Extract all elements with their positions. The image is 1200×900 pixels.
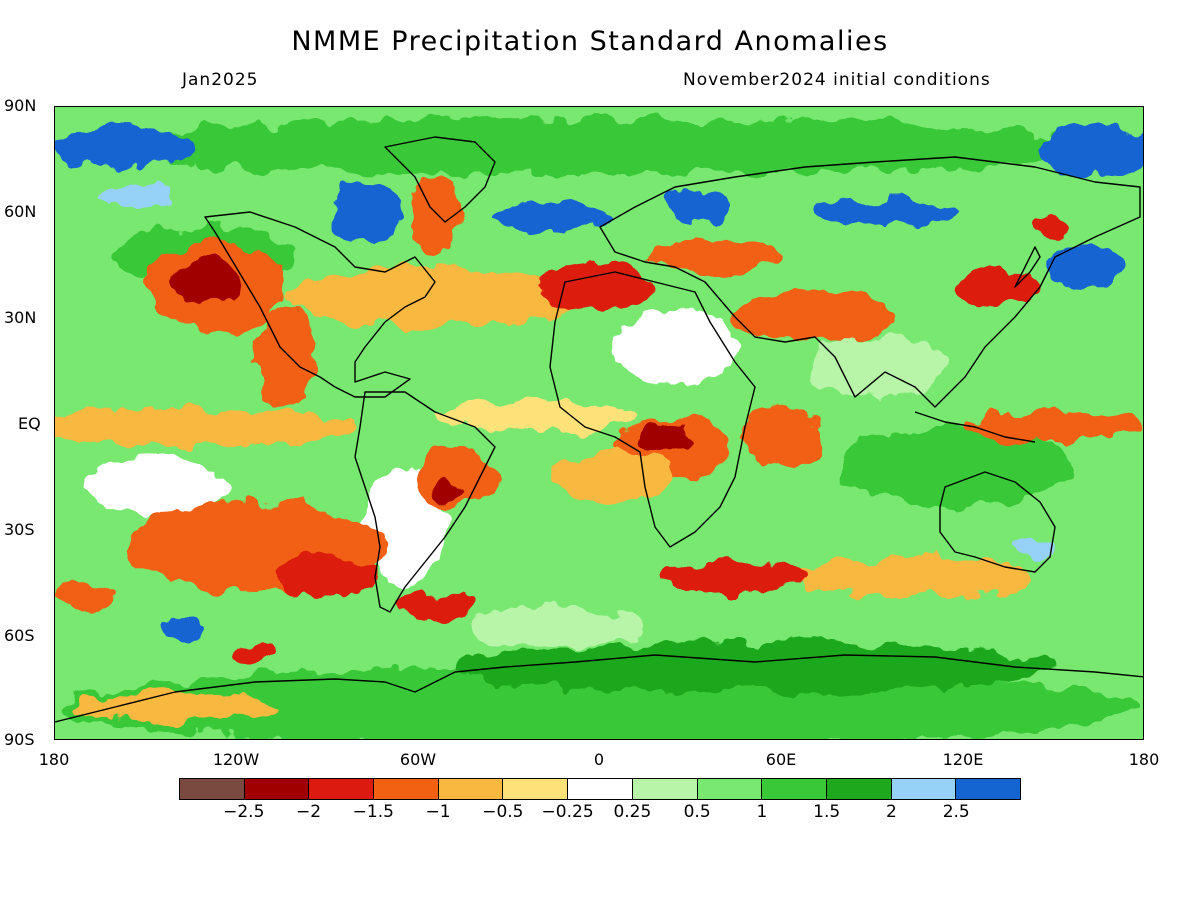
japan-outline [1014, 246, 1041, 288]
colorbar-swatch [244, 779, 310, 799]
colorbar-swatch [374, 779, 439, 799]
x-axis-label-60w: 60W [399, 750, 437, 769]
colorbar-label: −1.5 [352, 802, 394, 822]
y-axis-label-eq: EQ [18, 414, 41, 433]
antarctica-outline [55, 654, 1143, 723]
colorbar-swatch [956, 779, 1020, 799]
north-america-outline [204, 211, 436, 398]
south-america-outline [354, 391, 496, 613]
x-axis-label-60e: 60E [765, 750, 797, 769]
y-axis-label-90n: 90N [4, 96, 37, 115]
y-axis-label-30n: 30N [4, 308, 37, 327]
eurasia-outline [599, 156, 1141, 408]
colorbar-swatch [826, 779, 892, 799]
anomaly-map [54, 106, 1144, 740]
australia-outline [939, 471, 1056, 573]
y-axis-label-90s: 90S [4, 730, 35, 749]
africa-outline [549, 271, 756, 548]
x-axis-label-120e: 120E [942, 750, 984, 769]
colorbar-label: −1 [425, 802, 451, 822]
greenland-outline [384, 136, 496, 223]
y-axis-label-30s: 30S [4, 520, 35, 539]
colorbar-label: 2 [886, 802, 897, 822]
colorbar-label: −2.5 [223, 802, 265, 822]
valid-month-label: Jan2025 [182, 70, 259, 90]
colorbar-swatch [891, 779, 957, 799]
colorbar-label: −2 [296, 802, 322, 822]
colorbar-label: 0.5 [683, 802, 711, 822]
map-title: NMME Precipitation Standard Anomalies [291, 26, 889, 57]
colorbar-label: 0.25 [613, 802, 652, 822]
colorbar [179, 778, 1021, 800]
colorbar-swatch [309, 779, 375, 799]
y-axis-label-60n: 60N [4, 202, 37, 221]
colorbar-label: 1.5 [813, 802, 841, 822]
indonesia-outline [914, 411, 1036, 443]
colorbar-swatch [762, 779, 827, 799]
x-axis-label-120w: 120W [212, 750, 260, 769]
colorbar-swatch [503, 779, 569, 799]
coastlines [55, 136, 1143, 723]
x-axis-label-180w: 180 [38, 750, 70, 769]
colorbar-swatch [438, 779, 504, 799]
initial-conditions-label: November2024 initial conditions [683, 70, 991, 90]
colorbar-swatch [568, 779, 633, 799]
y-axis-label-60s: 60S [4, 626, 35, 645]
colorbar-swatch [180, 779, 245, 799]
anomaly-field [55, 119, 1143, 739]
x-axis-label-180e: 180 [1128, 750, 1160, 769]
x-axis-label-0: 0 [593, 750, 605, 769]
colorbar-label: 1 [756, 802, 768, 822]
colorbar-swatch [697, 779, 763, 799]
colorbar-label: −0.25 [541, 802, 594, 822]
colorbar-label: 2.5 [942, 802, 970, 822]
colorbar-swatch [632, 779, 698, 799]
colorbar-label: −0.5 [482, 802, 524, 822]
